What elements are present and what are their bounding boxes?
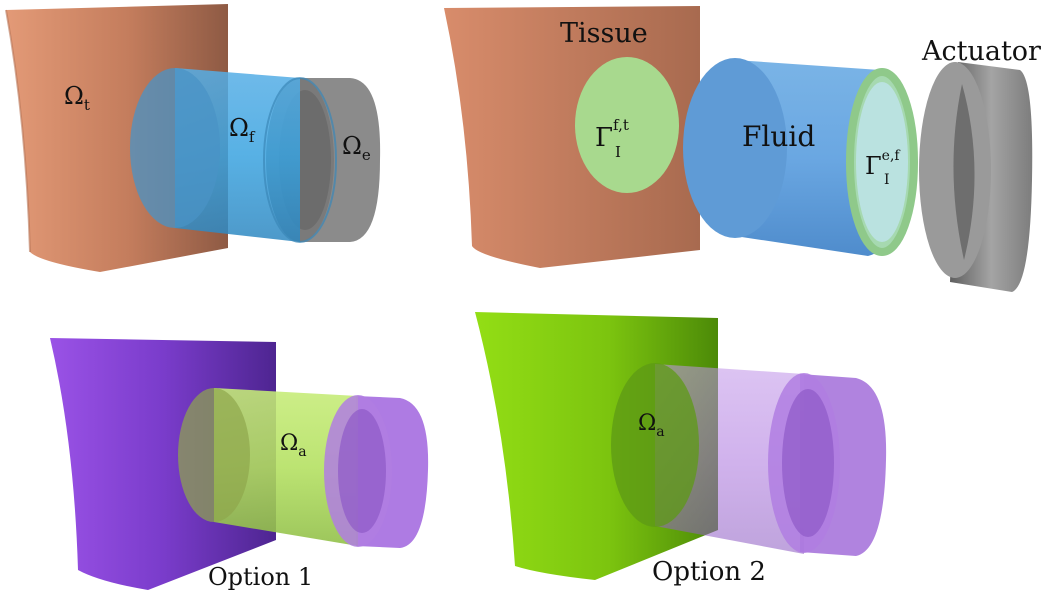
interface-ef-inner — [856, 82, 908, 242]
actuator-label: Actuator — [921, 36, 1041, 67]
fluid-cylinder-rim — [263, 77, 337, 243]
actuator-exploded-recess — [953, 84, 975, 260]
panel-top-right: Tissue Actuator Fluid Γf,t I Γe,f I — [444, 6, 1041, 292]
option1-ring-inner — [338, 409, 386, 533]
fluid-cylinder-exploded-end — [683, 58, 787, 238]
fluid-label: Fluid — [742, 120, 815, 153]
interface-ef-superscript: e,f — [882, 148, 902, 164]
interface-ft-disc — [575, 57, 679, 193]
option2-cylinder-end — [611, 363, 699, 527]
option1-caption: Option 1 — [208, 563, 313, 591]
option2-ring-inner — [782, 389, 834, 537]
actuator-domain-label: Ωe — [342, 132, 371, 164]
panel-bottom-left: Ωa Option 1 — [50, 338, 429, 591]
option1-cylinder-end — [178, 388, 250, 522]
interface-ef-subscript: I — [884, 172, 890, 188]
interface-ft-superscript: f,t — [613, 116, 629, 134]
tissue-block-edge — [5, 9, 31, 253]
tissue-domain-label: Ωt — [64, 82, 90, 114]
fluid-domain-label: Ωf — [229, 114, 256, 146]
option2-domain-label: Ωa — [638, 411, 665, 440]
option1-cylinder-body — [214, 388, 358, 546]
option1-domain-subscript: a — [298, 444, 306, 460]
fluid-cylinder-end — [130, 68, 220, 228]
interface-ef-label: Γe,f — [865, 148, 901, 180]
option2-caption: Option 2 — [652, 557, 766, 587]
panel-bottom-right: Ωa Option 2 — [475, 312, 887, 587]
actuator-domain-subscript: e — [362, 146, 371, 164]
option2-domain-subscript: a — [656, 424, 664, 440]
panel-top-left: Ωt Ωf Ωe — [5, 4, 381, 272]
interface-ft-label: Γf,t — [595, 116, 629, 153]
option1-domain-label: Ωa — [280, 431, 307, 460]
tissue-label: Tissue — [560, 18, 648, 49]
interface-ft-subscript: I — [615, 143, 621, 161]
tissue-domain-subscript: t — [84, 96, 90, 114]
fluid-domain-subscript: f — [249, 128, 256, 146]
